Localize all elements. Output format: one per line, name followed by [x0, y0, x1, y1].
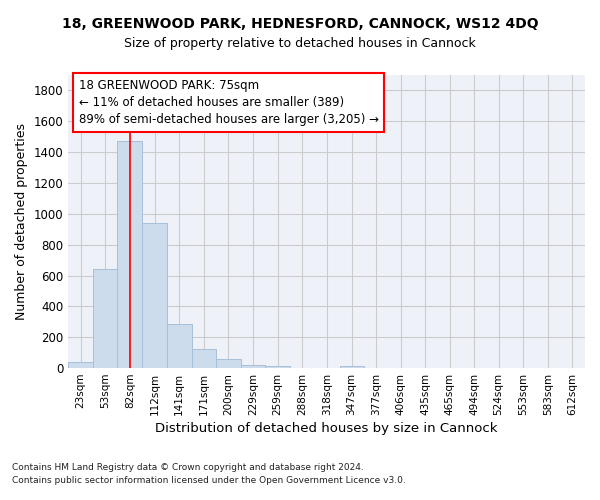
- Bar: [68, 362, 93, 368]
- Bar: [118, 142, 142, 368]
- Text: 18, GREENWOOD PARK, HEDNESFORD, CANNOCK, WS12 4DQ: 18, GREENWOOD PARK, HEDNESFORD, CANNOCK,…: [62, 18, 538, 32]
- Bar: [241, 364, 265, 368]
- Bar: [340, 366, 364, 368]
- Text: Contains HM Land Registry data © Crown copyright and database right 2024.: Contains HM Land Registry data © Crown c…: [12, 464, 364, 472]
- Y-axis label: Number of detached properties: Number of detached properties: [15, 123, 28, 320]
- Bar: [216, 359, 241, 368]
- Text: Size of property relative to detached houses in Cannock: Size of property relative to detached ho…: [124, 38, 476, 51]
- Bar: [93, 268, 118, 368]
- Bar: [142, 223, 167, 368]
- Bar: [167, 324, 192, 368]
- Bar: [192, 349, 216, 368]
- X-axis label: Distribution of detached houses by size in Cannock: Distribution of detached houses by size …: [155, 422, 498, 435]
- Bar: [265, 366, 290, 368]
- Text: Contains public sector information licensed under the Open Government Licence v3: Contains public sector information licen…: [12, 476, 406, 485]
- Text: 18 GREENWOOD PARK: 75sqm
← 11% of detached houses are smaller (389)
89% of semi-: 18 GREENWOOD PARK: 75sqm ← 11% of detach…: [79, 80, 379, 126]
